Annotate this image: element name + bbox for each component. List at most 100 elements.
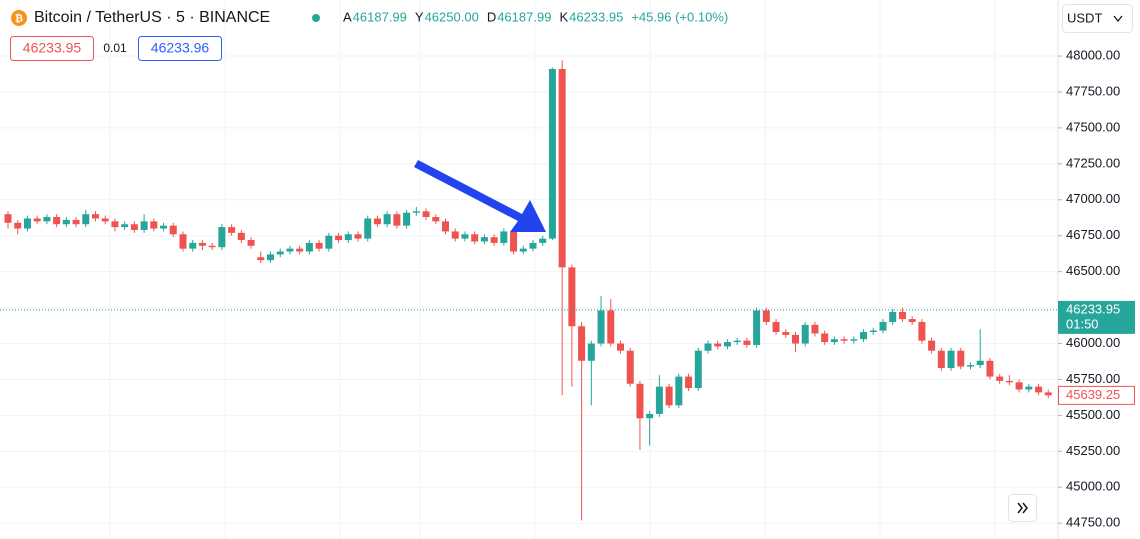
candle-body — [723, 342, 731, 347]
candle-body — [169, 225, 177, 235]
sell-price: 46233.95 — [23, 40, 82, 56]
candle-body — [830, 339, 838, 343]
chart-title: Bitcoin / TetherUS · 5 · BINANCE — [34, 9, 270, 26]
last-price-tag — [1058, 385, 1135, 405]
candle-body — [344, 234, 352, 241]
candle-body — [296, 248, 304, 252]
sell-button[interactable] — [10, 36, 94, 61]
candle-body — [860, 332, 868, 340]
y-tick-label: 47500.00 — [1066, 119, 1120, 134]
candle-body — [869, 330, 877, 333]
candle-body — [33, 218, 41, 222]
candle-body — [928, 340, 936, 351]
candle-body — [811, 324, 819, 334]
candle-body — [1025, 386, 1033, 390]
candle-body — [364, 218, 372, 239]
candle-body — [53, 217, 61, 225]
candle-body — [782, 332, 790, 335]
candle-body — [821, 333, 829, 343]
candle-body — [626, 350, 634, 384]
candle-body — [218, 227, 226, 248]
candle-body — [753, 310, 761, 345]
legend-change: +45.96 (+0.10%) — [631, 9, 728, 24]
candle-body — [655, 386, 663, 414]
candle-body — [451, 231, 459, 239]
countdown: 01:50 — [1066, 316, 1099, 331]
candle-body — [315, 242, 323, 249]
y-tick-label: 48000.00 — [1066, 47, 1120, 62]
candle-body — [422, 211, 430, 218]
buy-price: 46233.96 — [151, 40, 210, 56]
candle-body — [733, 340, 741, 343]
dropdown-caret — [1113, 15, 1123, 23]
price-axis: 44750.00 45000.00 45250.00 45500.00 45750.00… — [1058, 47, 1120, 530]
currency: USDT — [1067, 10, 1102, 25]
currency-button[interactable] — [1062, 4, 1133, 33]
y-tick-label: 44750.00 — [1066, 515, 1120, 530]
y-tick-label: 45250.00 — [1066, 443, 1120, 458]
candle-body — [471, 234, 479, 242]
current-price-label: 46233.95 — [1066, 301, 1120, 316]
candle-body — [704, 343, 712, 351]
legend-value: 46187.99 — [497, 9, 551, 24]
candle-body — [957, 350, 965, 367]
candle-body — [442, 221, 449, 232]
candle-body — [762, 310, 770, 322]
candle-body — [908, 319, 916, 322]
coin-icon-symbol: ₿ — [15, 13, 23, 25]
y-tick-label: 45500.00 — [1066, 407, 1120, 422]
candle-body — [918, 321, 926, 341]
legend-value: 46233.95 — [569, 9, 623, 24]
candle-body — [111, 221, 119, 228]
candle-body — [179, 234, 187, 249]
candle-body — [383, 214, 391, 225]
candle-body — [461, 234, 469, 239]
candle-body — [267, 254, 274, 261]
candle-body — [646, 413, 654, 419]
candle-body — [743, 340, 751, 345]
candle-body — [305, 242, 313, 252]
candle-body — [335, 235, 343, 241]
legend-value: 46250.00 — [425, 9, 479, 24]
candle-body — [500, 231, 508, 243]
candle-body — [665, 386, 673, 406]
candle-body — [937, 350, 945, 368]
scroll-icon — [1017, 502, 1028, 514]
annotation-arrow — [414, 160, 546, 232]
candle-body — [840, 339, 848, 341]
candle-body — [568, 267, 576, 327]
y-tick-label: 46000.00 — [1066, 335, 1120, 350]
coin-icon — [11, 10, 27, 26]
candle-body — [558, 68, 566, 268]
candle-body — [432, 217, 440, 222]
candle-body — [101, 218, 109, 222]
candle-body — [237, 232, 245, 241]
legend-value: 46187.99 — [353, 9, 407, 24]
candle-body — [286, 248, 294, 252]
buy-button[interactable] — [138, 36, 222, 61]
candle-body — [792, 334, 799, 344]
candle-body — [43, 217, 51, 222]
candle-body — [510, 231, 518, 252]
y-tick-label: 47750.00 — [1066, 83, 1120, 98]
candle-body — [208, 245, 216, 248]
y-tick-label: 47000.00 — [1066, 191, 1120, 206]
candle-body — [257, 257, 265, 261]
candle-body — [597, 310, 605, 344]
legend-key: Y — [415, 9, 424, 24]
candle-body — [72, 219, 80, 225]
candle-body — [772, 321, 780, 333]
candle-body — [23, 218, 31, 229]
candle-body — [373, 218, 381, 225]
candle-body — [587, 343, 595, 361]
candle-body — [140, 221, 148, 230]
legend-key: D — [487, 9, 496, 24]
candle-body — [247, 240, 255, 246]
candle-body — [92, 214, 99, 219]
candle-body — [228, 227, 236, 233]
candle-body — [1005, 380, 1013, 383]
candle-body — [14, 222, 22, 229]
candle-body — [850, 339, 858, 341]
candle-body — [276, 251, 284, 255]
